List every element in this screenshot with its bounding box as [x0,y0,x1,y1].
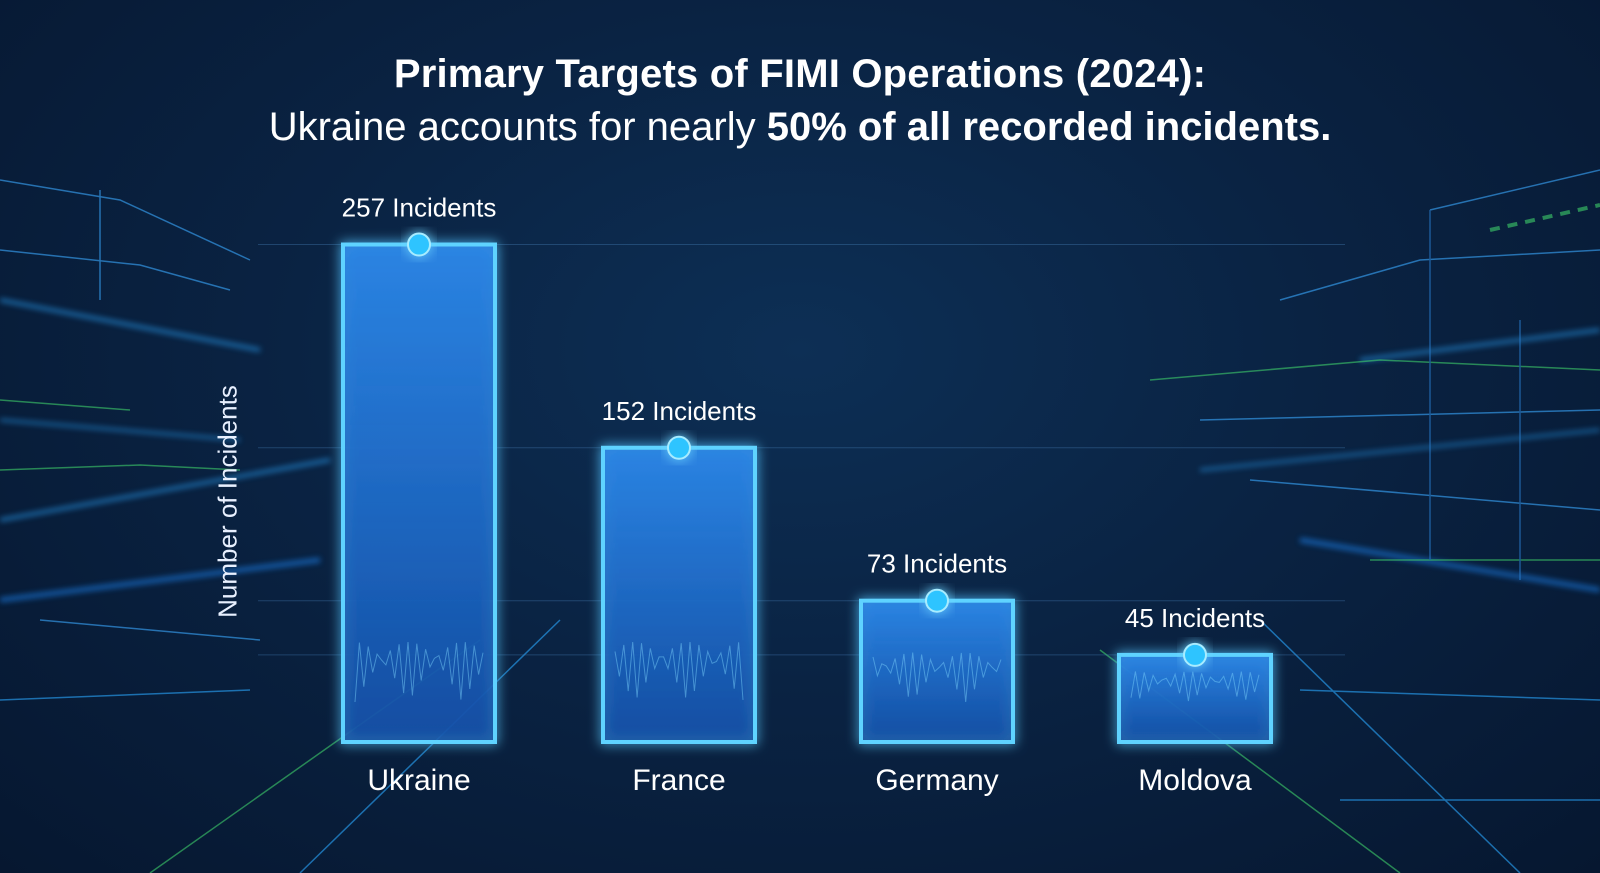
bar-texture [872,652,1002,703]
data-label: 152 Incidents [602,396,757,426]
bar-marker-dot [667,435,691,460]
chart-title-block: Primary Targets of FIMI Operations (2024… [0,48,1600,154]
bar-texture [1130,671,1260,702]
bar-marker-dot [1183,642,1207,667]
data-label: 45 Incidents [1125,603,1265,633]
bar-marker-dot [407,232,431,257]
data-label: 257 Incidents [342,193,497,223]
data-label: 73 Incidents [867,549,1007,579]
chart-subtitle: Ukraine accounts for nearly 50% of all r… [0,100,1600,154]
x-tick-label: France [632,764,725,797]
bar-ukraine [341,242,497,744]
bar-moldova [1117,652,1273,745]
bar-texture [354,641,484,703]
x-tick-label: Germany [875,764,998,797]
x-tick-label: Ukraine [367,764,470,797]
bar-marker-dot [925,588,949,613]
bar-germany [859,598,1015,745]
bar-france [601,445,757,744]
chart-title: Primary Targets of FIMI Operations (2024… [393,52,1207,96]
chart-subtitle-highlight: 50% of all recorded incidents. [766,105,1332,149]
x-tick-label: Moldova [1138,764,1252,797]
chart-subtitle-text: Ukraine accounts for nearly [268,105,767,149]
bar-texture [614,642,744,700]
